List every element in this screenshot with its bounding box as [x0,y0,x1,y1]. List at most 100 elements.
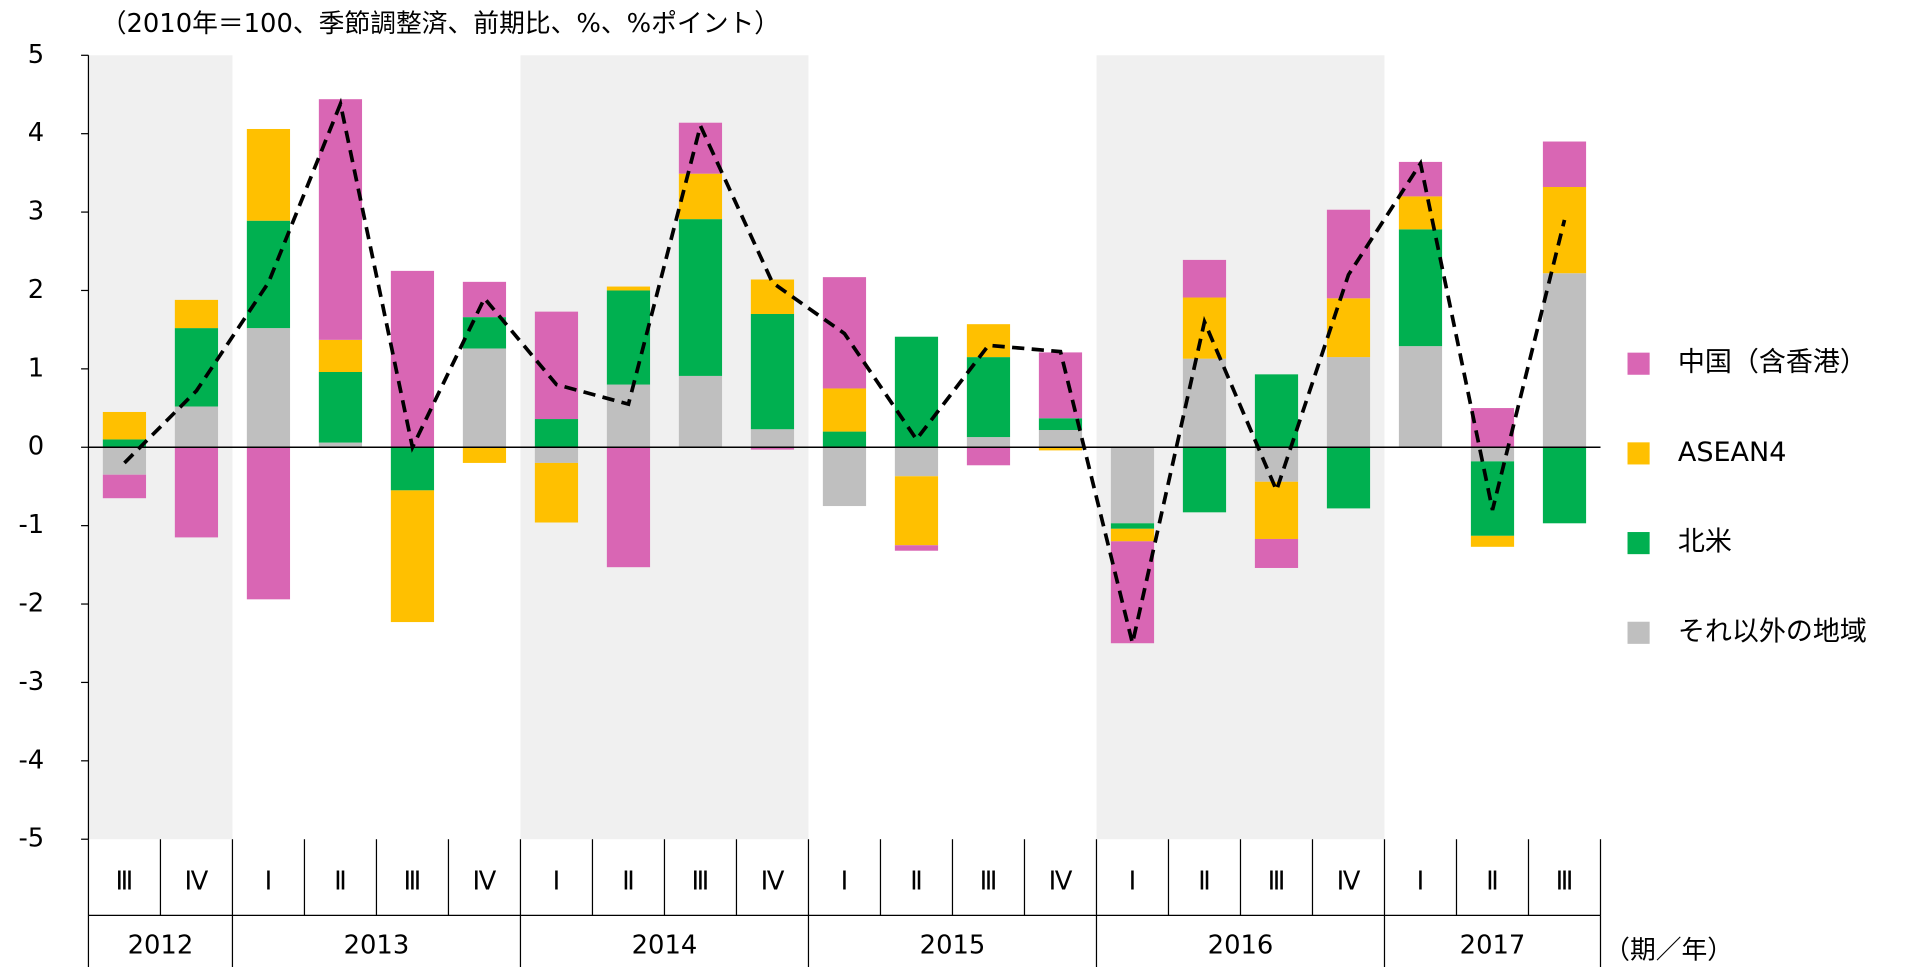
bar-segment [462,348,507,448]
bar-segment [246,447,291,600]
x-tick-label: Ⅰ [1417,867,1425,897]
bar-segment [1182,447,1227,513]
y-tick-label: -4 [19,745,45,775]
bar-segment [1038,418,1083,431]
bar-segment [174,406,219,448]
bar-segment [678,375,723,448]
bar-segment [534,462,579,523]
group-label: 2012 [128,931,194,961]
bar-segment [1398,346,1443,448]
bar-segment [1542,273,1587,448]
y-tick-label: -1 [19,510,45,540]
group-label: 2017 [1460,931,1526,961]
bar-segment [606,286,651,291]
legend-label: 北米 [1678,527,1732,558]
bar-segment [1254,447,1299,482]
x-tick-label: Ⅲ [1556,867,1574,897]
bar-segment [462,281,507,318]
bar-segment [102,439,147,448]
bar-segment [1470,461,1515,536]
bar-segment [174,299,219,329]
bar-segment [318,371,363,443]
bar-segment [390,490,435,623]
bar-segment [1182,358,1227,448]
legend-swatch [1627,532,1650,555]
bar-segment [606,290,651,385]
bar-segment [534,419,579,448]
bar-segment [1326,447,1371,509]
y-tick-label: 4 [28,118,44,148]
y-tick-label: -5 [19,824,45,854]
bar-segment [1326,209,1371,299]
bar-segment [174,447,219,538]
x-tick-label: Ⅰ [841,867,849,897]
bar-segment [1110,447,1155,524]
group-label: 2016 [1208,931,1274,961]
x-tick-label: Ⅱ [1198,867,1211,897]
bar-segment [246,128,291,221]
bar-segment [894,447,939,477]
x-tick-label: Ⅱ [334,867,347,897]
bar-segment [102,411,147,440]
bar-segment [1038,430,1083,448]
bar-segment [1254,538,1299,568]
bar-segment [750,279,795,314]
x-tick-label: Ⅳ [185,867,209,897]
legend-label: それ以外の地域 [1678,616,1867,647]
bar-segment [966,447,1011,466]
bar-segment [894,545,939,551]
bar-segment [966,324,1011,358]
bar-segment [1326,298,1371,358]
bar-segment [462,447,507,463]
bar-segment [462,317,507,349]
bar-segment [1110,541,1155,644]
bar-segment [1398,196,1443,230]
legend-swatch [1627,352,1650,375]
bar-segment [1398,229,1443,347]
x-tick-label: Ⅳ [1337,867,1361,897]
bar-segment [894,336,939,448]
y-tick-label: 3 [28,197,44,227]
y-tick-label: 1 [28,353,44,383]
bar-segment [1038,447,1083,451]
bar-segment [1182,259,1227,298]
x-tick-label: Ⅳ [761,867,785,897]
legend-label: ASEAN4 [1678,437,1787,468]
y-tick-label: -3 [19,667,45,697]
x-tick-label: Ⅰ [1129,867,1137,897]
bar-segment [1254,374,1299,448]
group-label: 2015 [920,931,986,961]
bar-segment [1542,186,1587,274]
x-tick-label: Ⅲ [980,867,998,897]
bar-segment [1110,523,1155,529]
x-tick-label: Ⅱ [622,867,635,897]
bar-segment [606,447,651,568]
bar-segment [246,220,291,329]
x-tick-label: Ⅲ [692,867,710,897]
bar-segment [822,447,867,507]
bar-segment [390,447,435,491]
chart-subtitle: （2010年＝100、季節調整済、前期比、%、%ポイント） [101,9,780,39]
bar-segment [246,328,291,448]
bar-segment [894,476,939,546]
legend-swatch [1627,621,1650,644]
total-line [123,97,1567,644]
x-tick-label: Ⅳ [473,867,497,897]
bar-segment [750,313,795,430]
bar-segment [1470,535,1515,547]
bar-segment [678,219,723,376]
bar-segment [822,388,867,432]
bar-segment [822,431,867,448]
x-tick-label: Ⅲ [404,867,422,897]
x-tick-label: Ⅱ [1486,867,1499,897]
y-tick-label: 2 [28,275,44,305]
bar-segment [750,447,795,450]
y-tick-label: 0 [28,432,44,462]
bar-segment [1326,357,1371,448]
group-label: 2014 [632,931,698,961]
legend-label: 中国（含香港） [1678,347,1867,378]
bar-segment [534,447,579,463]
bar-segment [1542,447,1587,524]
x-axis-label: （期／年） [1604,936,1733,966]
